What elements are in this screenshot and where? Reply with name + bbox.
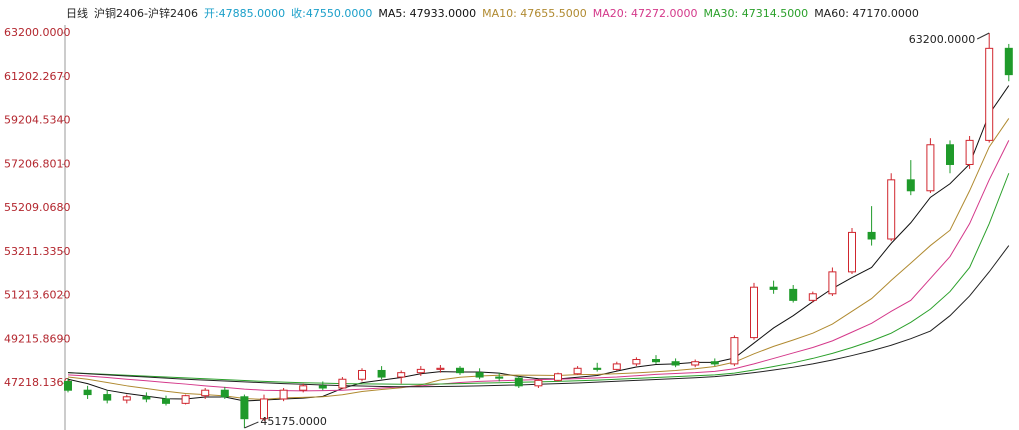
header-text: 沪铜2406-沪锌2406 [94, 6, 198, 20]
candle-body [906, 179, 915, 192]
candle-body [240, 396, 249, 420]
header-text: 开:47885.0000 [204, 7, 285, 20]
candle-body [691, 361, 700, 366]
y-tick-label: 57206.8010 [4, 157, 70, 170]
candle-body [985, 47, 994, 141]
candle-body [162, 398, 170, 404]
header-text: MA5: 47933.0000 [378, 7, 476, 20]
candle-body [926, 144, 935, 192]
candle-body [181, 395, 190, 404]
candle-body [946, 144, 954, 165]
header-text: MA60: 47170.0000 [814, 7, 919, 20]
candle-body [730, 337, 739, 365]
candle-body [377, 369, 386, 378]
y-tick-label: 47218.1360 [4, 376, 70, 389]
candle-body [416, 368, 425, 374]
candle-body [632, 359, 641, 365]
candle-body [828, 271, 837, 295]
candle-body [573, 367, 582, 375]
candle-body [965, 139, 974, 165]
y-tick-label: 49215.8690 [4, 332, 70, 345]
candle-body [299, 385, 308, 391]
annotation-leader [244, 421, 259, 429]
ma-line [67, 118, 1010, 400]
candle-body [201, 389, 210, 397]
candle-body [495, 376, 504, 379]
min-annotation: 45175.0000 [260, 415, 326, 428]
ma-line [67, 245, 1010, 388]
candle-body [710, 361, 719, 365]
header-text: 日线 [66, 6, 88, 20]
candle-body [848, 231, 856, 273]
candle-body [279, 389, 288, 400]
candle-body [122, 396, 131, 401]
ma-line [67, 140, 1010, 392]
ma-line [67, 173, 1010, 385]
candle-body [887, 179, 896, 240]
header-text: 收:47550.0000 [291, 6, 372, 20]
candle-body [750, 286, 758, 339]
max-annotation: 63200.0000 [909, 33, 975, 46]
header-text: MA30: 47314.5000 [703, 7, 808, 20]
candle-body [475, 372, 484, 378]
candle-body [318, 385, 327, 389]
y-tick-label: 53211.3350 [4, 245, 70, 258]
header-text: MA20: 47272.0000 [593, 7, 698, 20]
candle-body [593, 367, 602, 370]
y-tick-label: 63200.0000 [4, 26, 70, 39]
candle-body [534, 379, 543, 387]
candle-body [64, 380, 72, 391]
candle-body [220, 389, 229, 398]
candle-body [358, 369, 366, 380]
candle-body [652, 359, 660, 363]
candle-body [554, 373, 562, 381]
candle-body [1004, 47, 1013, 76]
candle-body [867, 231, 876, 240]
candle-body [397, 372, 406, 378]
y-tick-label: 55209.0680 [4, 201, 70, 214]
annotation-leader [976, 32, 990, 40]
candle-body [612, 363, 621, 370]
ma-line [67, 85, 1010, 402]
candle-body [789, 288, 798, 301]
candle-body [260, 398, 268, 420]
candle-body [514, 377, 523, 387]
y-tick-label: 61202.2670 [4, 70, 70, 83]
y-tick-label: 51213.6020 [4, 289, 70, 302]
candle-body [456, 367, 464, 374]
candle-body [103, 394, 112, 401]
candle-body [436, 367, 445, 370]
candle-body [671, 361, 680, 366]
candle-body [142, 396, 151, 400]
candle-body [338, 378, 347, 389]
y-tick-label: 59204.5340 [4, 114, 70, 127]
header-text: MA10: 47655.5000 [482, 7, 587, 20]
candle-body [808, 293, 817, 301]
candle-body [769, 286, 778, 290]
candle-body [83, 389, 92, 396]
